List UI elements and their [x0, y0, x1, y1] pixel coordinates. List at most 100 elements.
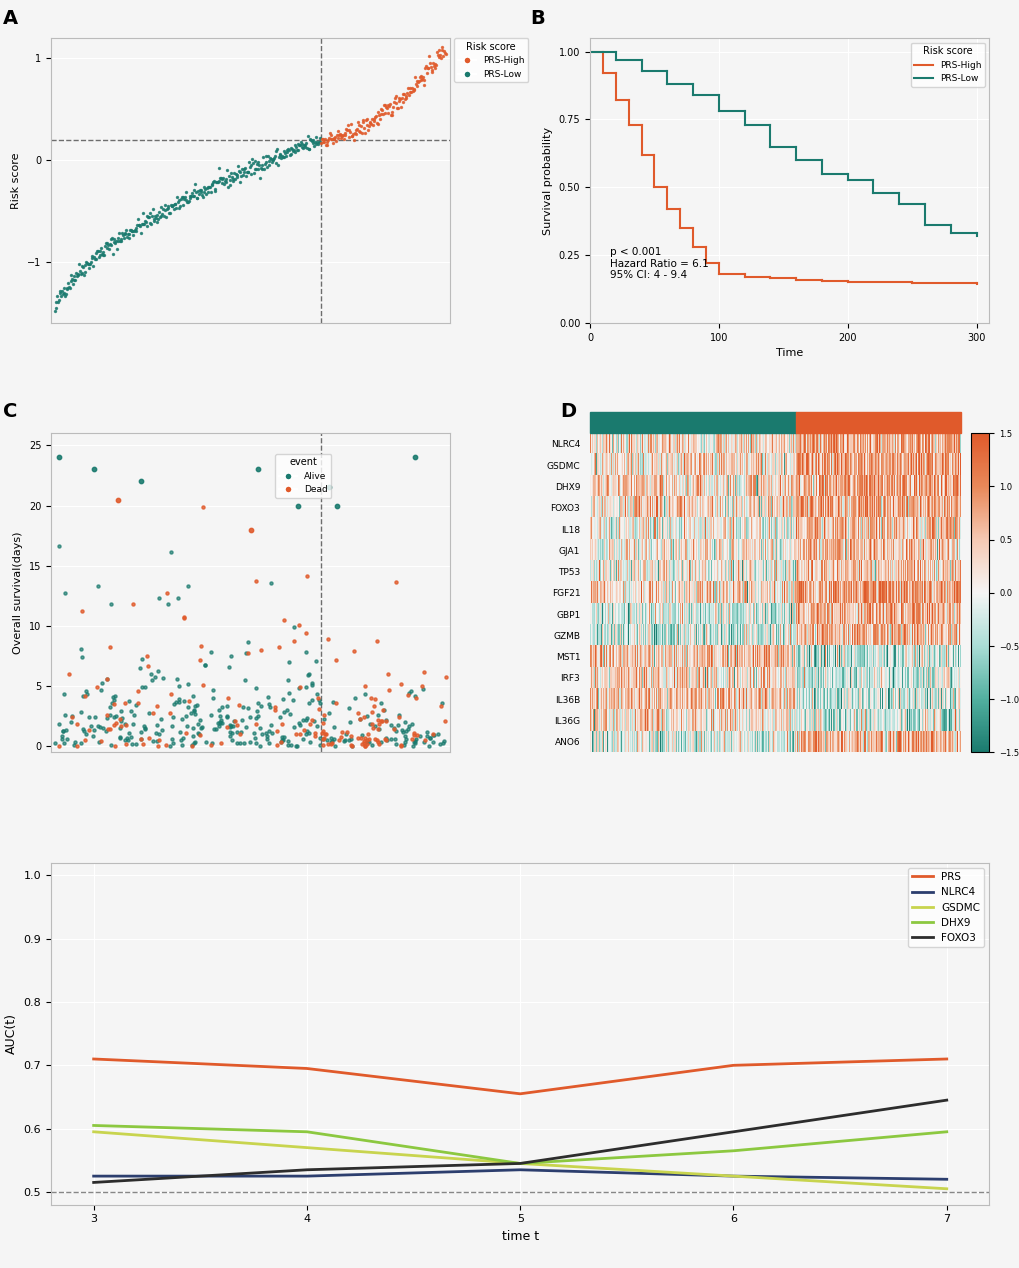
- Point: [317, 136, 333, 156]
- Point: [226, 711, 243, 732]
- Point: [415, 67, 431, 87]
- Point: [71, 261, 88, 281]
- Point: [279, 734, 296, 754]
- Point: [96, 245, 112, 265]
- Point: [144, 671, 160, 691]
- Point: [162, 685, 178, 705]
- Point: [387, 572, 404, 592]
- Point: [370, 732, 386, 752]
- Point: [270, 155, 286, 175]
- Point: [223, 162, 239, 183]
- Point: [382, 729, 398, 749]
- Point: [170, 198, 186, 218]
- Point: [333, 126, 350, 146]
- Point: [178, 190, 195, 210]
- Point: [352, 709, 368, 729]
- Point: [153, 205, 169, 226]
- Point: [390, 706, 407, 727]
- Point: [364, 734, 380, 754]
- Text: PRS-Low: PRS-Low: [669, 417, 716, 427]
- Point: [287, 735, 304, 756]
- Point: [282, 734, 299, 754]
- Legend: PRS-High, PRS-Low: PRS-High, PRS-Low: [453, 38, 528, 82]
- Point: [317, 128, 333, 148]
- Point: [290, 615, 307, 635]
- GSDMC: [940, 1182, 952, 1197]
- Point: [267, 697, 283, 718]
- Point: [212, 713, 228, 733]
- Point: [99, 668, 115, 689]
- Text: PRS-High: PRS-High: [852, 417, 904, 427]
- Point: [75, 265, 92, 285]
- Point: [203, 705, 219, 725]
- Point: [166, 199, 182, 219]
- Point: [129, 209, 146, 230]
- Point: [408, 687, 424, 708]
- Point: [218, 169, 234, 189]
- Point: [151, 202, 167, 222]
- Point: [221, 657, 237, 677]
- Point: [72, 733, 89, 753]
- Point: [177, 181, 194, 202]
- Point: [165, 694, 181, 714]
- Point: [260, 151, 276, 171]
- Point: [128, 695, 145, 715]
- Point: [324, 132, 340, 152]
- FOXO3: [301, 1163, 313, 1178]
- Point: [366, 109, 382, 129]
- Point: [275, 727, 291, 747]
- Point: [219, 706, 235, 727]
- Point: [117, 730, 133, 751]
- Point: [416, 732, 432, 752]
- Point: [86, 720, 102, 741]
- Point: [179, 191, 196, 212]
- Point: [334, 126, 351, 146]
- Point: [219, 716, 235, 737]
- Point: [354, 123, 370, 143]
- Point: [171, 689, 187, 709]
- Point: [145, 732, 161, 752]
- Point: [125, 226, 142, 246]
- Point: [345, 129, 362, 150]
- Point: [154, 203, 170, 223]
- Point: [361, 729, 377, 749]
- Point: [246, 164, 262, 184]
- Point: [369, 114, 385, 134]
- Point: [367, 108, 383, 128]
- Point: [239, 643, 256, 663]
- Point: [164, 195, 180, 216]
- Point: [381, 96, 397, 117]
- Point: [247, 728, 263, 748]
- Point: [202, 178, 218, 198]
- Point: [236, 157, 253, 178]
- Point: [128, 218, 145, 238]
- Point: [331, 730, 347, 751]
- Point: [324, 732, 340, 752]
- Point: [313, 723, 329, 743]
- Point: [389, 98, 406, 118]
- Point: [264, 148, 280, 169]
- Point: [185, 700, 202, 720]
- Point: [225, 169, 242, 189]
- Point: [142, 203, 158, 223]
- Point: [119, 224, 136, 245]
- Point: [363, 114, 379, 134]
- Point: [387, 93, 404, 113]
- Legend: PRS, NLRC4, GSDMC, DHX9, FOXO3: PRS, NLRC4, GSDMC, DHX9, FOXO3: [907, 867, 983, 947]
- Point: [222, 715, 238, 735]
- Point: [275, 610, 291, 630]
- Point: [323, 728, 339, 748]
- Point: [358, 110, 374, 131]
- Point: [405, 79, 421, 99]
- Y-axis label: AUC(t): AUC(t): [5, 1013, 18, 1054]
- Point: [329, 120, 345, 141]
- Point: [70, 265, 87, 285]
- Point: [102, 719, 118, 739]
- Point: [320, 702, 336, 723]
- Point: [99, 668, 115, 689]
- Point: [133, 677, 150, 697]
- Point: [213, 169, 229, 189]
- Point: [375, 95, 391, 115]
- Point: [377, 729, 393, 749]
- Point: [250, 152, 266, 172]
